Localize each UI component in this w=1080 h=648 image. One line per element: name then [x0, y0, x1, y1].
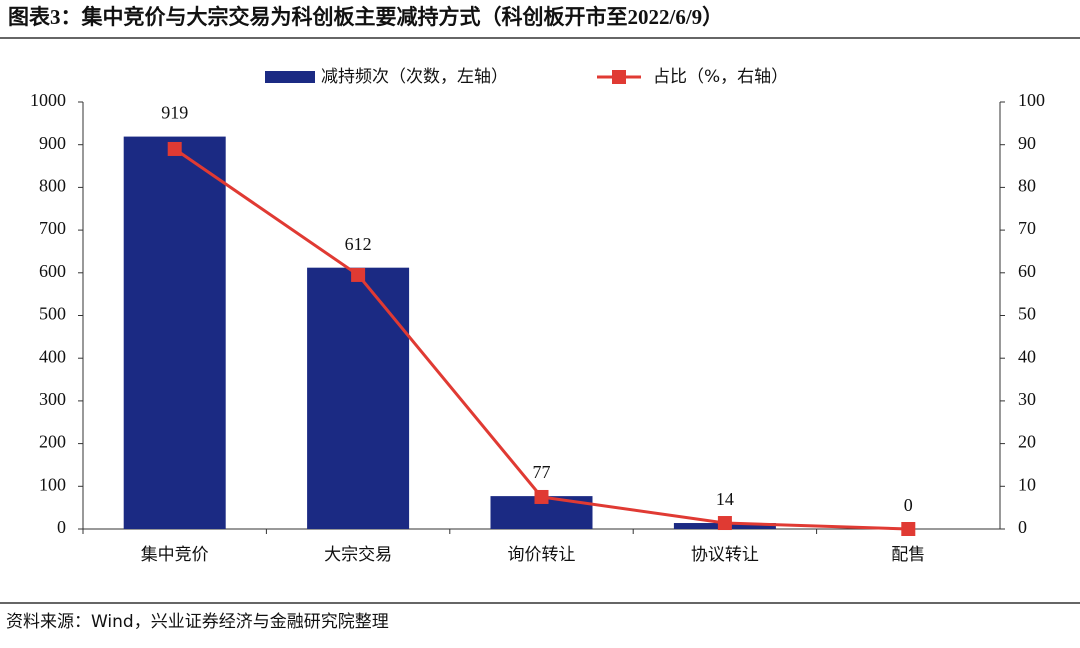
y-tick-label: 600	[39, 261, 66, 281]
marker	[901, 522, 916, 536]
y2-tick-label: 40	[1018, 346, 1036, 366]
marker	[351, 267, 366, 282]
x-tick-label: 配售	[891, 545, 925, 565]
y-tick-label: 400	[39, 346, 66, 366]
y-tick-label: 200	[39, 432, 66, 452]
data-label: 919	[161, 103, 188, 123]
y2-tick-label: 90	[1018, 133, 1036, 153]
legend-swatch	[265, 71, 315, 83]
source: 资料来源：Wind，兴业证券经济与金融研究院整理	[6, 612, 389, 632]
chart-title: 图表3：集中竞价与大宗交易为科创板主要减持方式（科创板开市至2022/6/9）	[8, 5, 723, 29]
bar	[307, 267, 410, 529]
legend-label: 占比（%，右轴）	[653, 67, 788, 87]
legend-label: 减持频次（次数，左轴）	[321, 67, 508, 87]
y-tick-label: 0	[57, 517, 66, 537]
y2-tick-label: 0	[1018, 517, 1027, 537]
y-tick-label: 900	[39, 133, 66, 153]
y2-tick-label: 100	[1018, 90, 1045, 110]
data-label: 77	[533, 462, 551, 482]
y2-tick-label: 50	[1018, 304, 1036, 324]
y-tick-label: 1000	[30, 90, 66, 110]
y2-tick-label: 30	[1018, 389, 1036, 409]
y2-tick-label: 20	[1018, 432, 1036, 452]
y-tick-label: 800	[39, 176, 66, 196]
y-tick-label: 300	[39, 389, 66, 409]
y-tick-label: 500	[39, 304, 66, 324]
y-tick-label: 100	[39, 474, 66, 494]
legend-swatch	[612, 70, 626, 84]
y2-tick-label: 60	[1018, 261, 1036, 281]
y-tick-label: 700	[39, 218, 66, 238]
y2-tick-label: 70	[1018, 218, 1036, 238]
y2-tick-label: 80	[1018, 176, 1036, 196]
x-tick-label: 大宗交易	[324, 545, 392, 565]
marker	[534, 489, 549, 504]
x-tick-label: 询价转让	[508, 545, 576, 565]
data-label: 14	[716, 489, 734, 509]
marker	[717, 516, 732, 531]
x-tick-label: 协议转让	[691, 545, 759, 565]
marker	[167, 141, 182, 156]
data-label: 612	[345, 234, 372, 254]
x-tick-label: 集中竞价	[141, 545, 209, 565]
data-label: 0	[904, 495, 913, 515]
bar	[123, 136, 226, 529]
y2-tick-label: 10	[1018, 474, 1036, 494]
